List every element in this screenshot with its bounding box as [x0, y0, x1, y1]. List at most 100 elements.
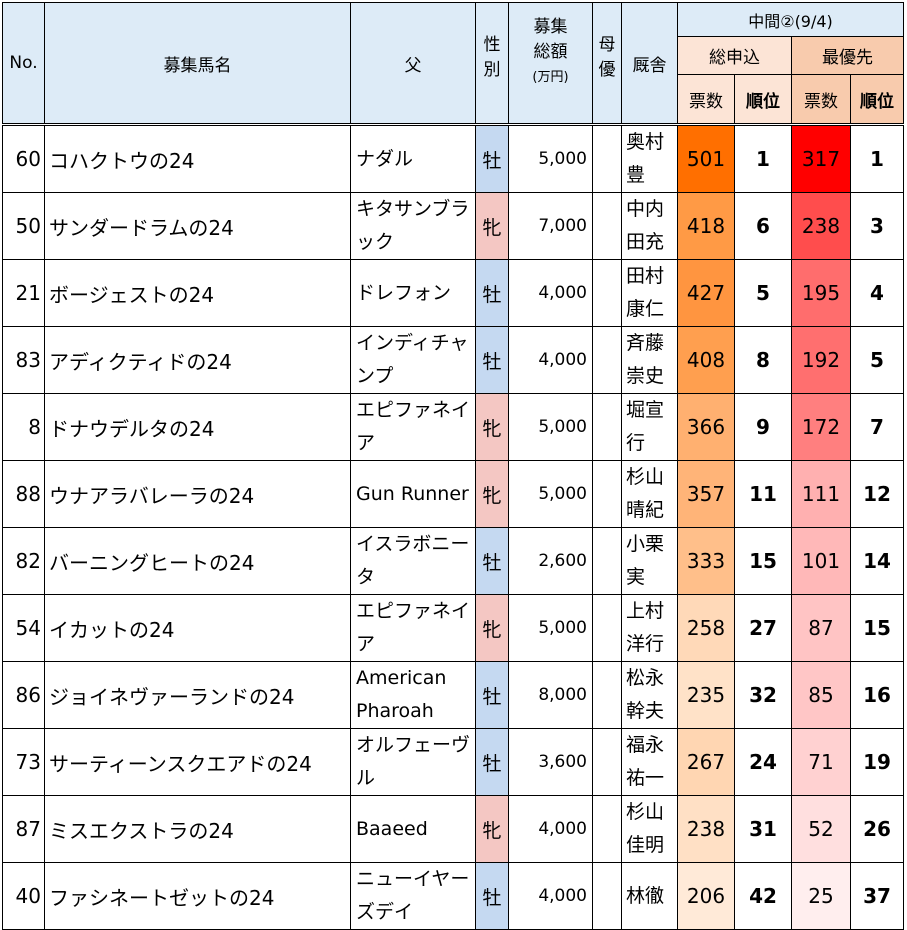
row-total-votes: 408: [677, 326, 735, 394]
row-best-votes: 101: [791, 527, 851, 595]
row-best-rank: 15: [849, 594, 905, 662]
row-horse-name: ミスエクストラの24: [44, 795, 351, 863]
row-price: 7,000: [508, 192, 593, 260]
col-header-no: No.: [2, 2, 45, 125]
row-sire: エピファネイア: [350, 393, 476, 461]
row-total-rank: 15: [734, 527, 792, 595]
row-total-votes: 333: [677, 527, 735, 595]
row-sex: 牡: [475, 527, 509, 595]
row-trainer: 斉藤崇史: [621, 326, 678, 394]
row-total-rank: 8: [734, 326, 792, 394]
row-sire: American Pharoah: [350, 661, 476, 729]
row-no: 82: [2, 527, 45, 595]
row-best-votes: 87: [791, 594, 851, 662]
table-row: 8 ドナウデルタの24 エピファネイア牝 5,000 堀宣行 366 9 172 7: [2, 393, 905, 461]
row-dam-priority: [592, 661, 622, 729]
row-trainer: 堀宣行: [621, 393, 678, 461]
col-header-total-votes: 票数: [677, 74, 735, 125]
row-dam-priority: [592, 326, 622, 394]
row-no: 88: [2, 460, 45, 528]
table-row: 40 ファシネートゼットの24 ニューイヤーズデイ牡 4,000 林徹 206 42 25 37: [2, 862, 905, 930]
row-total-rank: 11: [734, 460, 792, 528]
row-sire: イスラボニータ: [350, 527, 476, 595]
row-price: 2,600: [508, 527, 593, 595]
col-header-best-votes: 票数: [791, 74, 851, 125]
row-total-rank: 1: [734, 123, 792, 193]
row-sire: ニューイヤーズデイ: [350, 862, 476, 930]
row-sire: ドレフォン: [350, 259, 476, 327]
row-total-votes: 427: [677, 259, 735, 327]
col-header-total: 総申込: [677, 36, 792, 75]
row-sex: 牡: [475, 259, 509, 327]
col-header-name: 募集馬名: [44, 2, 351, 125]
row-price: 3,600: [508, 728, 593, 796]
row-sex: 牝: [475, 460, 509, 528]
row-dam-priority: [592, 123, 622, 193]
row-sex: 牡: [475, 123, 509, 193]
row-total-votes: 238: [677, 795, 735, 863]
row-best-rank: 7: [849, 393, 905, 461]
row-no: 50: [2, 192, 45, 260]
table-row: 87 ミスエクストラの24 Baaeed 牝 4,000 杉山佳明 238 31 52 26: [2, 795, 905, 863]
row-total-rank: 9: [734, 393, 792, 461]
row-total-rank: 42: [734, 862, 792, 930]
row-trainer: 田村康仁: [621, 259, 678, 327]
row-dam-priority: [592, 862, 622, 930]
row-price: 4,000: [508, 326, 593, 394]
row-horse-name: バーニングヒートの24: [44, 527, 351, 595]
row-total-votes: 418: [677, 192, 735, 260]
table-row: 88 ウナアラバレーラの24 Gun Runner 牝 5,000 杉山晴紀 357 11 11…: [2, 460, 905, 528]
col-header-stable: 厩舎: [621, 2, 678, 125]
col-header-best-rank: 順位: [849, 74, 905, 125]
row-price: 5,000: [508, 123, 593, 193]
row-horse-name: ジョイネヴァーランドの24: [44, 661, 351, 729]
row-price: 4,000: [508, 795, 593, 863]
row-best-votes: 111: [791, 460, 851, 528]
row-horse-name: ボージェストの24: [44, 259, 351, 327]
row-horse-name: サンダードラムの24: [44, 192, 351, 260]
row-best-votes: 317: [791, 123, 851, 193]
row-horse-name: イカットの24: [44, 594, 351, 662]
table-row: 50 サンダードラムの24 キタサンブラック牝 7,000 中内田充 418 6 238 3: [2, 192, 905, 260]
row-sex: 牝: [475, 192, 509, 260]
row-horse-name: コハクトウの24: [44, 123, 351, 193]
row-price: 5,000: [508, 594, 593, 662]
col-header-sex: 性別: [475, 2, 509, 125]
table-row: 86 ジョイネヴァーランドの24 American Pharoah 牡 8,000 松永幹…: [2, 661, 905, 729]
row-total-rank: 32: [734, 661, 792, 729]
col-header-price-label: 募集総額: [533, 17, 568, 62]
row-dam-priority: [592, 527, 622, 595]
col-header-price-unit: (万円): [532, 70, 569, 85]
row-horse-name: サーティーンスクエアドの24: [44, 728, 351, 796]
row-total-votes: 501: [677, 123, 735, 193]
row-total-rank: 31: [734, 795, 792, 863]
row-best-rank: 19: [849, 728, 905, 796]
table-body: 60 コハクトウの24 ナダル牡 5,000 奥村豊 501 1 317 1 50 サンダードラムの…: [2, 123, 905, 930]
row-sex: 牡: [475, 326, 509, 394]
row-no: 86: [2, 661, 45, 729]
row-total-votes: 206: [677, 862, 735, 930]
row-dam-priority: [592, 393, 622, 461]
row-trainer: 杉山佳明: [621, 795, 678, 863]
row-sex: 牡: [475, 661, 509, 729]
row-trainer: 福永祐一: [621, 728, 678, 796]
col-header-dam-priority-label: 母優: [598, 35, 616, 80]
row-best-rank: 14: [849, 527, 905, 595]
row-sire: Gun Runner: [350, 460, 476, 528]
col-header-total-rank: 順位: [734, 74, 792, 125]
table-row: 54 イカットの24 エピファネイア牝 5,000 上村洋行 258 27 87 15: [2, 594, 905, 662]
row-trainer: 中内田充: [621, 192, 678, 260]
row-best-rank: 12: [849, 460, 905, 528]
row-sex: 牡: [475, 862, 509, 930]
row-price: 4,000: [508, 862, 593, 930]
row-no: 83: [2, 326, 45, 394]
row-best-votes: 85: [791, 661, 851, 729]
row-sire: ナダル: [350, 123, 476, 193]
row-trainer: 小栗実: [621, 527, 678, 595]
row-total-votes: 267: [677, 728, 735, 796]
row-best-votes: 25: [791, 862, 851, 930]
col-header-sex-label: 性別: [483, 35, 501, 80]
row-best-votes: 52: [791, 795, 851, 863]
row-total-votes: 235: [677, 661, 735, 729]
